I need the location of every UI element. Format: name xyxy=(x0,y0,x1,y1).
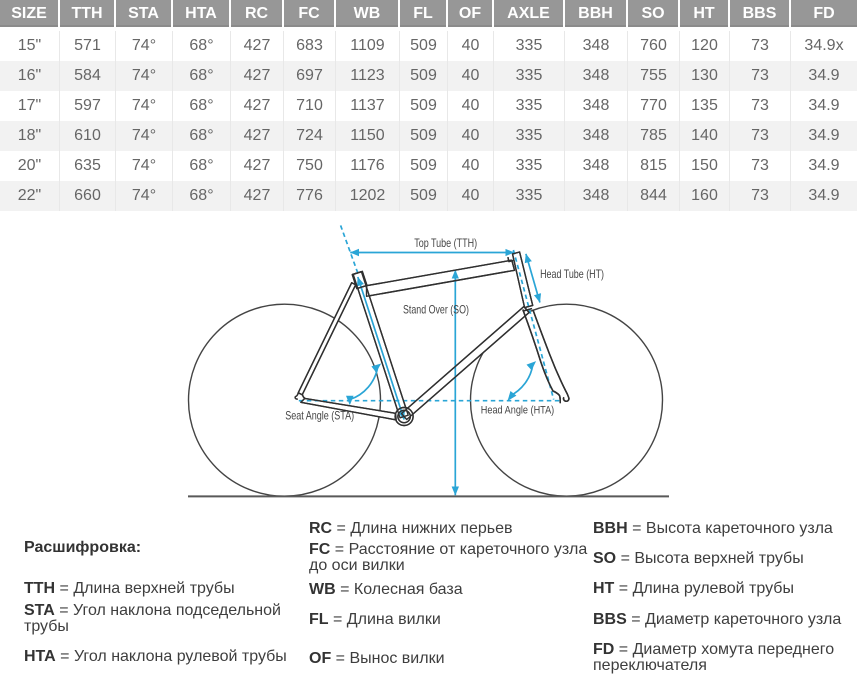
svg-text:Top Tube (TTH): Top Tube (TTH) xyxy=(414,238,477,250)
svg-text:Seat Angle (STA): Seat Angle (STA) xyxy=(285,411,354,423)
svg-text:Head Tube (HT): Head Tube (HT) xyxy=(540,269,604,281)
svg-text:Stand Over (SO): Stand Over (SO) xyxy=(403,305,469,317)
svg-text:Head Angle (HTA): Head Angle (HTA) xyxy=(481,405,554,417)
